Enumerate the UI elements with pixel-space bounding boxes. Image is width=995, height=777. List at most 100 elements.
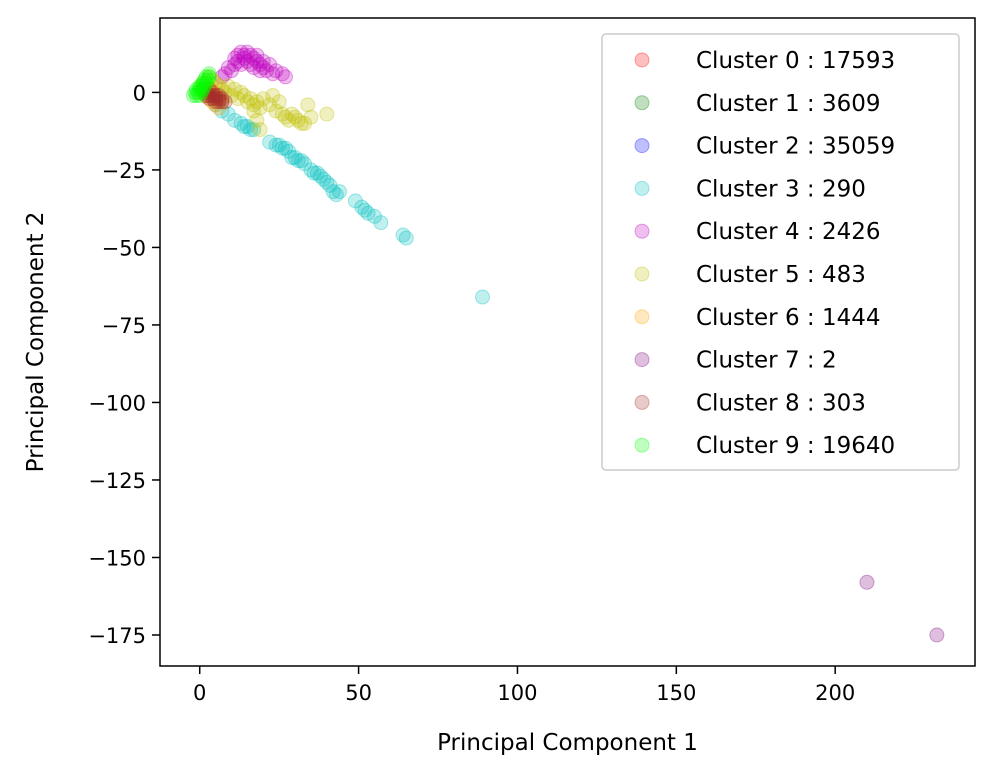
data-point <box>187 84 203 100</box>
data-point <box>347 193 363 209</box>
data-point <box>195 75 211 91</box>
data-point <box>252 122 268 138</box>
data-point <box>214 69 230 85</box>
data-point <box>196 72 212 88</box>
data-point <box>217 94 233 110</box>
data-point <box>297 115 313 131</box>
legend-marker <box>634 180 650 196</box>
data-point <box>293 153 309 169</box>
data-point <box>230 47 246 63</box>
legend-box <box>601 33 960 471</box>
data-point <box>227 57 243 73</box>
legend-marker <box>634 52 650 68</box>
x-tick-label: 100 <box>497 681 537 705</box>
legend-label: Cluster 7 : 2 <box>696 348 837 374</box>
data-point <box>233 57 249 73</box>
legend-marker <box>634 223 650 239</box>
data-point <box>268 63 284 79</box>
data-point <box>189 81 205 97</box>
axis-ticks: 0 50 100 150 200 0 −25 −50 −75 −100 −125 −150 −175 <box>88 81 855 705</box>
data-point <box>233 115 249 131</box>
data-point <box>211 91 227 107</box>
data-point <box>220 106 236 122</box>
data-point <box>208 91 224 107</box>
data-point <box>201 91 217 107</box>
data-point <box>309 165 325 181</box>
data-point <box>227 112 243 128</box>
data-point <box>859 574 875 590</box>
data-point <box>230 53 246 69</box>
data-point <box>271 94 287 110</box>
data-point <box>252 57 268 73</box>
data-point <box>204 91 220 107</box>
data-point <box>198 69 214 85</box>
data-point <box>211 94 227 110</box>
legend-label: Cluster 0 : 17593 <box>696 48 895 74</box>
data-point <box>398 230 414 246</box>
data-point <box>198 84 214 100</box>
legend-label: Cluster 2 : 35059 <box>696 134 895 160</box>
data-point <box>303 162 319 178</box>
legend-label: Cluster 5 : 483 <box>696 262 866 288</box>
legend-label: Cluster 3 : 290 <box>696 176 866 202</box>
data-point <box>211 78 227 94</box>
data-point <box>204 94 220 110</box>
data-point <box>293 115 309 131</box>
data-point <box>204 84 220 100</box>
data-point <box>233 84 249 100</box>
data-point <box>258 63 274 79</box>
data-point <box>195 75 211 91</box>
data-point <box>281 143 297 159</box>
legend-label: Cluster 4 : 2426 <box>696 219 880 245</box>
data-point <box>217 66 233 82</box>
data-point <box>265 88 281 104</box>
data-point <box>252 100 268 116</box>
data-point <box>192 78 208 94</box>
data-point <box>236 50 252 66</box>
data-point <box>208 97 224 113</box>
data-point <box>255 60 271 76</box>
data-point <box>306 165 322 181</box>
data-point <box>249 94 265 110</box>
data-point <box>195 81 211 97</box>
data-point <box>332 184 348 200</box>
y-tick-label: −125 <box>88 469 146 493</box>
data-point <box>303 109 319 125</box>
data-point <box>208 94 224 110</box>
data-point <box>236 47 252 63</box>
data-point <box>281 112 297 128</box>
data-point <box>201 69 217 85</box>
data-point <box>322 177 338 193</box>
data-point <box>246 60 262 76</box>
data-point <box>252 63 268 79</box>
data-point <box>300 97 316 113</box>
data-point <box>185 88 201 104</box>
data-point <box>278 140 294 156</box>
data-point <box>201 81 217 97</box>
data-point <box>192 88 208 104</box>
data-point <box>278 69 294 85</box>
data-point <box>274 106 290 122</box>
data-point <box>201 91 217 107</box>
data-point <box>249 53 265 69</box>
x-tick-label: 200 <box>815 681 855 705</box>
data-point <box>287 150 303 166</box>
y-axis-label: Principal Component 2 <box>23 212 49 473</box>
data-point <box>475 289 491 305</box>
data-point <box>271 137 287 153</box>
data-point <box>297 156 313 172</box>
data-point <box>227 81 243 97</box>
data-point <box>208 88 224 104</box>
data-point <box>189 88 205 104</box>
data-point <box>208 88 224 104</box>
data-point <box>243 47 259 63</box>
legend-marker <box>634 95 650 111</box>
legend-marker <box>634 352 650 368</box>
data-point <box>243 91 259 107</box>
data-point <box>287 109 303 125</box>
data-point <box>243 57 259 73</box>
legend-marker <box>634 266 650 282</box>
y-tick-label: −50 <box>102 236 146 260</box>
data-point <box>198 81 214 97</box>
data-point <box>211 100 227 116</box>
